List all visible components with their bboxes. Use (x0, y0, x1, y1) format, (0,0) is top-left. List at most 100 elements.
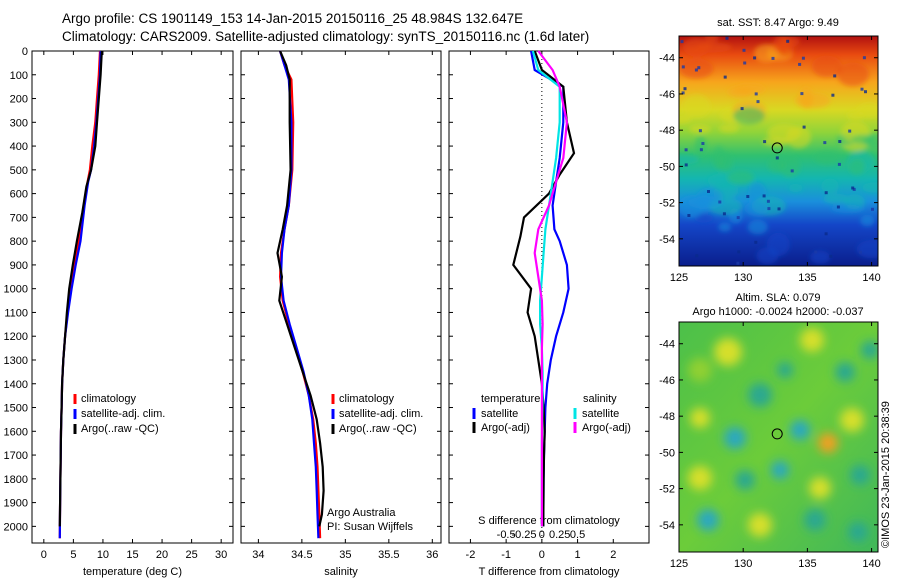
sla-eddy (850, 465, 870, 485)
plot-frame (448, 50, 650, 544)
sst-speckle-pixel (718, 200, 722, 204)
top-tick-label: 0.25 (549, 529, 570, 541)
x-tick-label: 0 (539, 549, 545, 561)
sla-eddy (748, 513, 772, 537)
sst-speckle-pixel (743, 61, 747, 65)
sst-speckle-pixel (802, 125, 806, 129)
sst-speckle-pixel (746, 195, 750, 198)
sst-speckle-pixel (707, 190, 710, 193)
y-tick-label: 1200 (4, 331, 28, 343)
sst-speckle-pixel (800, 92, 804, 96)
sst-speckle-pixel (860, 87, 864, 91)
x-tick-label: 35 (339, 549, 351, 561)
sla-eddy (835, 362, 855, 382)
sst-speckle-pixel (775, 156, 779, 160)
map-y-tick-label: -54 (659, 234, 675, 246)
y-tick-label: 1100 (4, 307, 28, 319)
x-tick-label: -2 (466, 549, 476, 561)
top-axis-label: S difference from climatology (478, 515, 620, 527)
plot-frame (31, 50, 234, 544)
sst-texture (718, 222, 732, 232)
sst-speckle-pixel (833, 74, 837, 78)
top-tick-label: -0.25 (511, 529, 536, 541)
sst-speckle-pixel (683, 87, 687, 91)
sst-texture (779, 155, 801, 177)
sla-eddy (690, 408, 710, 428)
y-tick-label: 1800 (4, 474, 28, 486)
sst-speckle-pixel (823, 141, 827, 145)
top-tick-label: 0.5 (570, 529, 585, 541)
sla-eddy (688, 358, 712, 382)
sst-speckle-pixel (790, 169, 794, 173)
map-x-tick-label: 140 (862, 558, 880, 570)
x-tick-label: 2 (610, 549, 616, 561)
map-y-tick-label: -46 (659, 89, 675, 101)
sst-speckle-pixel (684, 148, 688, 152)
sst-texture (727, 86, 754, 98)
salinity-panel: 34 34.5 35 35.5 36 salinity climatology satelli… (240, 50, 442, 578)
sst-texture (788, 184, 803, 192)
sst-speckle-pixel (871, 207, 874, 211)
y-tick-label: 100 (10, 70, 28, 82)
sst-texture (836, 62, 870, 87)
map-y-tick-label: -44 (659, 339, 675, 351)
x-tick-label: 0 (41, 549, 47, 561)
legend-title-salinity: salinity (583, 393, 617, 405)
sst-speckle-pixel (824, 232, 828, 236)
sst-speckle-pixel (831, 93, 835, 97)
sst-speckle-pixel (756, 100, 760, 104)
sla-eddy (861, 341, 878, 359)
y-tick-label: 1000 (4, 284, 28, 296)
x-tick-label: 30 (215, 549, 227, 561)
figure-title-line2: Climatology: CARS2009. Satellite-adjuste… (62, 29, 590, 44)
y-tick-label: 300 (10, 117, 28, 129)
argo-position-marker (771, 428, 783, 440)
map-x-tick-label: 130 (734, 558, 752, 570)
sst-speckle-pixel (737, 250, 741, 254)
sla-eddy (724, 427, 746, 449)
y-tick-label: 500 (10, 165, 28, 177)
sst-speckle-pixel (824, 191, 828, 195)
sst-texture (704, 36, 719, 44)
y-tick-label: 1400 (4, 379, 28, 391)
sst-speckle-pixel (722, 212, 726, 216)
legend-label: Argo(-adj) (582, 422, 631, 434)
x-tick-label: -1 (501, 549, 511, 561)
sst-speckle-pixel (725, 36, 729, 40)
sst-speckle-pixel (762, 194, 766, 198)
sst-speckle-pixel (695, 254, 699, 258)
sst-speckle-pixel (864, 90, 867, 94)
map-y-tick-label: -52 (659, 484, 675, 496)
x-tick-label: 10 (97, 549, 109, 561)
sst-texture (718, 124, 739, 133)
sst-speckle-pixel (699, 148, 703, 152)
legend-label: Argo(..raw -QC) (81, 423, 159, 435)
sst-speckle-pixel (786, 39, 790, 43)
sst-map-frame (678, 35, 879, 267)
sst-texture (688, 196, 724, 209)
legend-label: satellite-adj. clim. (81, 408, 165, 420)
series-line-3 (533, 50, 569, 527)
x-tick-label: 15 (126, 549, 138, 561)
sst-speckle-pixel (697, 66, 701, 70)
sla-eddy (771, 461, 789, 479)
sst-texture (811, 55, 843, 78)
sla-map-frame (678, 321, 879, 553)
annotation-line1: Argo Australia (327, 507, 396, 519)
sst-speckle-pixel (740, 107, 744, 111)
sst-texture (799, 86, 814, 109)
sst-speckle-pixel (742, 48, 746, 52)
map-x-tick-label: 140 (862, 272, 880, 284)
map-y-tick-label: -44 (659, 53, 675, 65)
sst-texture (856, 240, 878, 259)
sst-texture (727, 170, 755, 185)
sst-speckle-pixel (848, 129, 852, 133)
sst-texture (694, 135, 707, 156)
sst-speckle-pixel (798, 62, 802, 66)
sla-eddy (735, 470, 755, 490)
sst-speckle-pixel (701, 142, 705, 145)
sst-speckle-pixel (684, 163, 688, 167)
sst-speckle-pixel (766, 199, 770, 203)
sla-eddy (804, 509, 826, 531)
x-tick-label: 34.5 (291, 549, 312, 561)
